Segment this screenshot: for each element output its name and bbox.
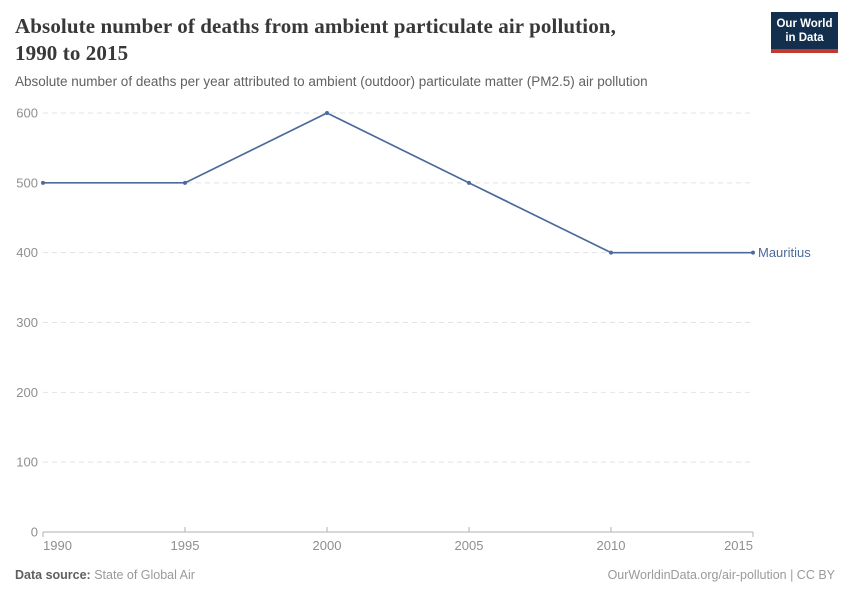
data-point-marker	[751, 250, 755, 255]
y-axis-tick-label: 200	[16, 385, 38, 400]
y-axis-tick-label: 0	[31, 525, 38, 540]
title-line-1: Absolute number of deaths from ambient p…	[15, 14, 616, 38]
title-line-2: 1990 to 2015	[15, 41, 129, 65]
data-source: Data source: State of Global Air	[15, 568, 195, 582]
header: Absolute number of deaths from ambient p…	[15, 13, 735, 89]
y-axis-tick-label: 400	[16, 245, 38, 260]
series-label-mauritius: Mauritius	[758, 245, 811, 260]
y-axis-tick-label: 600	[16, 106, 38, 121]
footer-license-link[interactable]: OurWorldinData.org/air-pollution | CC BY	[607, 568, 835, 582]
data-point-marker	[183, 180, 187, 185]
owid-logo[interactable]: Our World in Data	[771, 12, 838, 53]
page-title: Absolute number of deaths from ambient p…	[15, 13, 735, 67]
y-axis-tick-label: 500	[16, 175, 38, 190]
data-point-marker	[609, 250, 613, 255]
logo-text-line-1: Our World	[776, 18, 833, 30]
data-point-marker	[467, 180, 471, 185]
chart-subtitle: Absolute number of deaths per year attri…	[15, 74, 648, 89]
data-point-marker	[41, 180, 45, 185]
chart-footer: Data source: State of Global Air OurWorl…	[15, 568, 835, 582]
x-axis-tick-label: 2000	[313, 538, 342, 553]
logo-text-line-2: in Data	[785, 32, 824, 44]
x-axis-tick-label: 1990	[43, 538, 72, 553]
y-axis-tick-label: 300	[16, 315, 38, 330]
data-point-marker	[325, 111, 329, 115]
x-axis-tick-label: 1995	[171, 538, 200, 553]
x-axis-tick-label: 2010	[597, 538, 626, 553]
series-line-mauritius	[43, 112, 753, 254]
data-source-label: Data source:	[15, 568, 91, 582]
x-axis-tick-label: 2015	[724, 538, 753, 553]
y-axis-tick-label: 100	[16, 455, 38, 470]
x-axis-tick-label: 2005	[455, 538, 484, 553]
data-source-value: State of Global Air	[90, 568, 195, 582]
